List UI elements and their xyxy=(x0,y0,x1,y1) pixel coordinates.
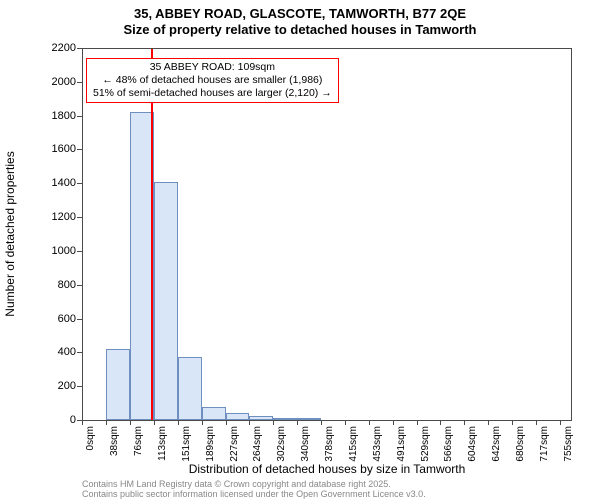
y-tick xyxy=(77,82,82,83)
x-tick-label: 38sqm xyxy=(109,426,120,456)
x-tick-label: 189sqm xyxy=(205,426,216,462)
y-tick xyxy=(77,352,82,353)
y-tick-label: 800 xyxy=(36,279,76,291)
x-tick xyxy=(154,420,155,425)
x-tick xyxy=(440,420,441,425)
chart-title: 35, ABBEY ROAD, GLASCOTE, TAMWORTH, B77 … xyxy=(0,6,600,39)
y-tick-label: 0 xyxy=(36,414,76,426)
x-axis-label: Distribution of detached houses by size … xyxy=(82,462,572,476)
x-tick-label: 529sqm xyxy=(420,426,431,462)
x-tick xyxy=(130,420,131,425)
x-tick xyxy=(536,420,537,425)
footer-line1: Contains HM Land Registry data © Crown c… xyxy=(82,479,426,489)
x-tick xyxy=(560,420,561,425)
y-axis-line xyxy=(82,48,83,420)
x-tick xyxy=(393,420,394,425)
y-tick-label: 200 xyxy=(36,380,76,392)
x-tick xyxy=(417,420,418,425)
histogram-bar xyxy=(202,407,226,420)
histogram-bar xyxy=(154,182,178,420)
y-tick xyxy=(77,251,82,252)
y-tick-label: 2000 xyxy=(36,76,76,88)
y-tick xyxy=(77,319,82,320)
title-line2: Size of property relative to detached ho… xyxy=(0,22,600,38)
x-tick-label: 227sqm xyxy=(229,426,240,462)
x-tick xyxy=(321,420,322,425)
y-tick-label: 400 xyxy=(36,346,76,358)
x-tick-label: 717sqm xyxy=(539,426,550,462)
x-tick xyxy=(488,420,489,425)
y-tick xyxy=(77,183,82,184)
x-tick xyxy=(178,420,179,425)
y-tick xyxy=(77,149,82,150)
y-tick-label: 1200 xyxy=(36,211,76,223)
x-tick-label: 755sqm xyxy=(563,426,574,462)
x-axis-line xyxy=(82,420,572,421)
histogram-bar xyxy=(226,413,249,420)
histogram-bar xyxy=(106,349,130,420)
property-marker-line xyxy=(151,49,153,420)
x-tick-label: 302sqm xyxy=(276,426,287,462)
plot-area xyxy=(82,48,572,420)
y-tick-label: 2200 xyxy=(36,42,76,54)
x-tick xyxy=(202,420,203,425)
x-tick-label: 378sqm xyxy=(324,426,335,462)
annotation-line2: ← 48% of detached houses are smaller (1,… xyxy=(93,74,332,87)
x-tick xyxy=(464,420,465,425)
x-tick xyxy=(226,420,227,425)
x-tick xyxy=(82,420,83,425)
x-tick-label: 491sqm xyxy=(396,426,407,462)
histogram-bar xyxy=(178,357,202,420)
y-tick xyxy=(77,285,82,286)
x-tick xyxy=(345,420,346,425)
footer-line2: Contains public sector information licen… xyxy=(82,489,426,499)
y-tick-label: 1000 xyxy=(36,245,76,257)
y-tick-label: 1600 xyxy=(36,143,76,155)
x-tick-label: 151sqm xyxy=(181,426,192,462)
x-tick xyxy=(297,420,298,425)
y-tick xyxy=(77,217,82,218)
x-tick-label: 453sqm xyxy=(372,426,383,462)
y-tick xyxy=(77,386,82,387)
y-tick xyxy=(77,116,82,117)
x-tick xyxy=(512,420,513,425)
y-tick xyxy=(77,48,82,49)
annotation-line1: 35 ABBEY ROAD: 109sqm xyxy=(93,61,332,74)
x-tick-label: 113sqm xyxy=(157,426,168,461)
x-tick xyxy=(106,420,107,425)
x-tick xyxy=(249,420,250,425)
x-tick xyxy=(273,420,274,425)
annotation-line3: 51% of semi-detached houses are larger (… xyxy=(93,87,332,100)
title-line1: 35, ABBEY ROAD, GLASCOTE, TAMWORTH, B77 … xyxy=(0,6,600,22)
x-tick-label: 0sqm xyxy=(85,426,96,450)
annotation-box: 35 ABBEY ROAD: 109sqm← 48% of detached h… xyxy=(86,58,339,103)
x-tick-label: 415sqm xyxy=(348,426,359,462)
y-axis-label: Number of detached properties xyxy=(3,151,17,316)
y-tick-label: 1400 xyxy=(36,177,76,189)
x-tick xyxy=(369,420,370,425)
x-tick-label: 680sqm xyxy=(515,426,526,462)
chart-container: 35, ABBEY ROAD, GLASCOTE, TAMWORTH, B77 … xyxy=(0,0,600,500)
y-tick-label: 600 xyxy=(36,313,76,325)
x-tick-label: 76sqm xyxy=(133,426,144,456)
x-tick-label: 642sqm xyxy=(491,426,502,462)
x-tick-label: 566sqm xyxy=(443,426,454,462)
x-tick-label: 340sqm xyxy=(300,426,311,462)
x-tick-label: 264sqm xyxy=(252,426,263,462)
footer-attribution: Contains HM Land Registry data © Crown c… xyxy=(82,479,426,500)
y-tick-label: 1800 xyxy=(36,110,76,122)
x-tick-label: 604sqm xyxy=(467,426,478,462)
